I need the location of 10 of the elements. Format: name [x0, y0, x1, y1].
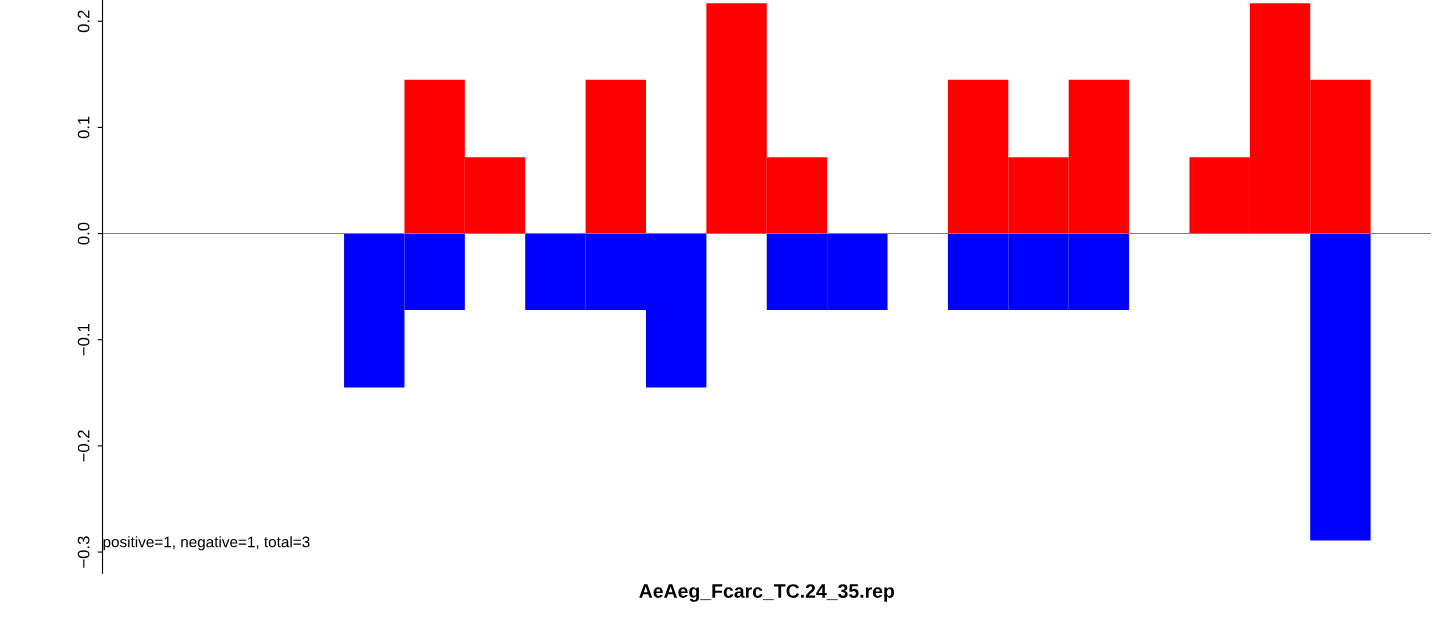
bar [585, 79, 646, 234]
y-tick-label: −0.1 [77, 324, 90, 356]
y-tick-label: 0.1 [77, 116, 90, 139]
y-tick-label: −0.3 [77, 536, 90, 568]
y-tick-label: 0.0 [77, 222, 90, 245]
bar [1310, 233, 1371, 541]
y-tick-label: −0.2 [77, 430, 90, 462]
x-axis-title: AeAeg_Fcarc_TC.24_35.rep [639, 584, 895, 602]
annotation: positive=1, negative=1, total=3 [103, 536, 310, 551]
y-tick-label: 0.2 [77, 10, 90, 33]
